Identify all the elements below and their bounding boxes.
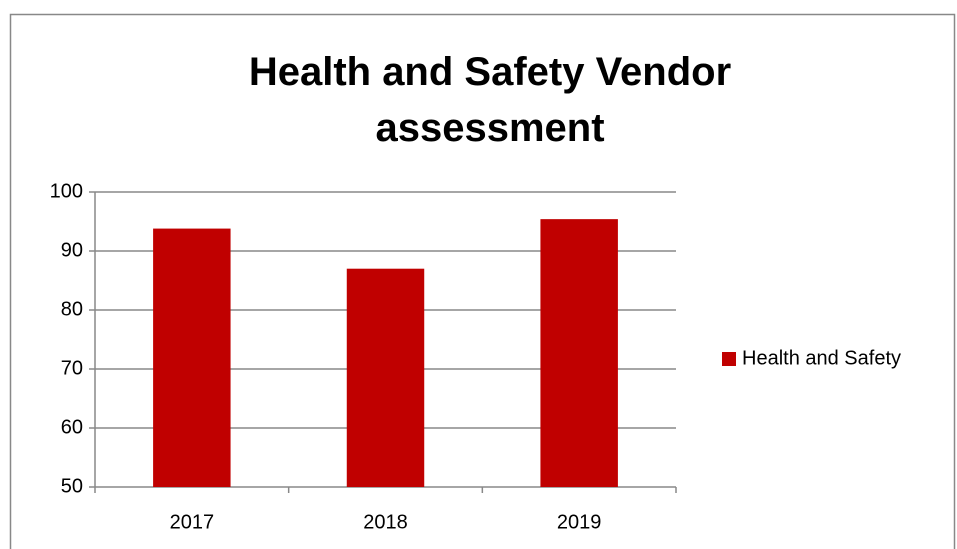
bar	[540, 219, 618, 487]
chart-frame	[9, 13, 956, 549]
y-tick-label: 80	[61, 298, 83, 320]
y-tick-label: 50	[61, 475, 83, 497]
bar	[346, 268, 425, 487]
x-tick-label: 2017	[170, 511, 215, 533]
chart-title: Health and Safety Vendor assessment	[248, 50, 732, 150]
x-tick-label: 2019	[557, 511, 602, 533]
y-tick-label: 70	[61, 357, 83, 379]
y-tick-label: 100	[50, 180, 83, 202]
y-tick-label: 60	[61, 416, 83, 438]
legend-label: Health and Safety	[742, 347, 901, 369]
legend-swatch	[722, 352, 736, 366]
x-tick-label: 2018	[363, 511, 408, 533]
y-tick-label: 90	[61, 239, 83, 261]
bar	[153, 228, 231, 487]
